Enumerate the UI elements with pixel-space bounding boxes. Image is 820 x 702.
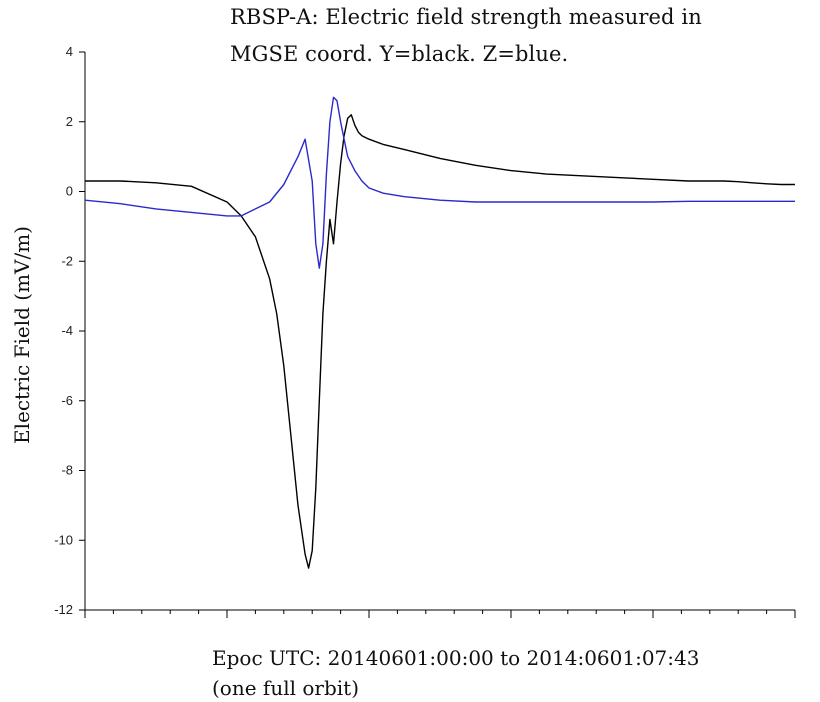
x-axis-label-note: (one full orbit): [212, 676, 359, 700]
y-tick-label: -10: [54, 532, 73, 547]
chart-subtitle: MGSE coord. Y=black. Z=blue.: [230, 42, 569, 66]
series-lines: [84, 96, 795, 569]
y-tick-label: -8: [61, 463, 73, 478]
y-tick-label: -12: [54, 602, 73, 617]
y-tick-label: 2: [66, 114, 73, 129]
y-tick-label: -6: [61, 393, 73, 408]
y-tick-label: -4: [61, 323, 73, 338]
y-tick-label: 4: [66, 44, 73, 59]
y-ticks: 4 2 0 -2 -4 -6 -8 -10 -12: [54, 44, 85, 617]
y-tick-label: -2: [61, 253, 73, 268]
y-tick-label: 0: [66, 184, 73, 199]
x-axis-label: Epoc UTC: 20140601:00:00 to 2014:0601:07…: [212, 646, 700, 670]
x-ticks: [84, 610, 796, 618]
chart-title: RBSP-A: Electric field strength measured…: [230, 5, 702, 29]
axes: [84, 52, 795, 611]
series-line-1: [84, 96, 795, 269]
series-line-0: [85, 114, 795, 569]
plot-area: 4 2 0 -2 -4 -6 -8 -10 -12: [54, 44, 796, 618]
